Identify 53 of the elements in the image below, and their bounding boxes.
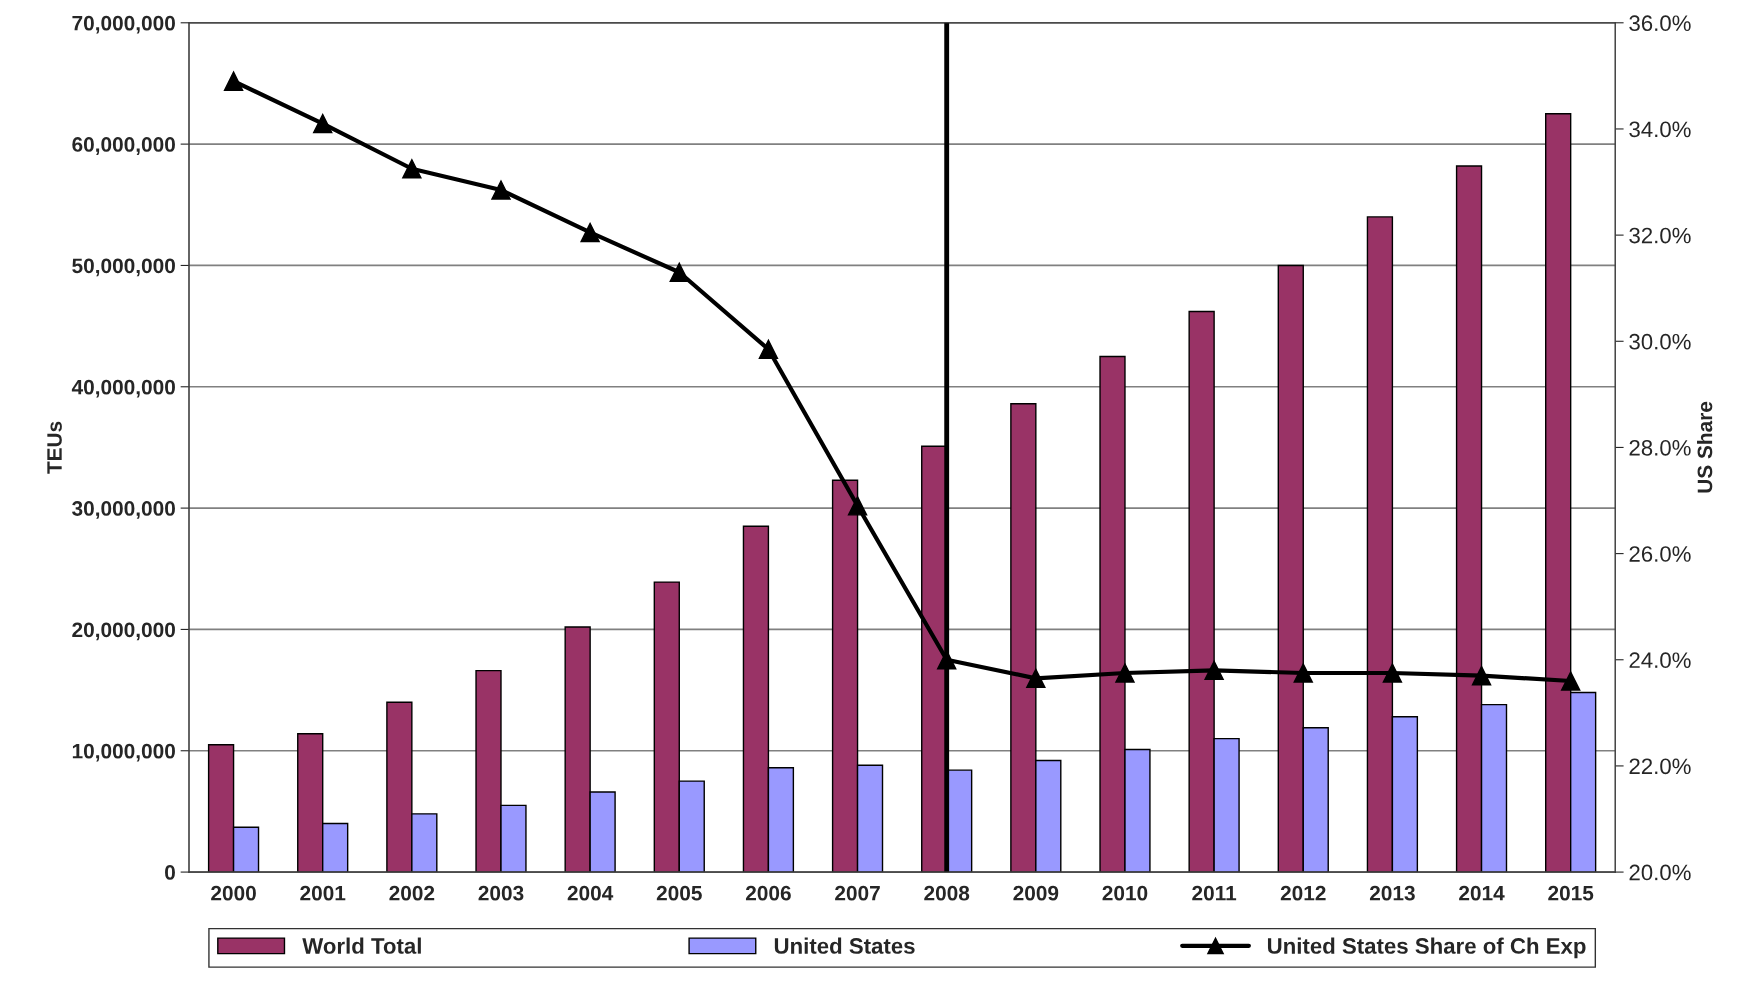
y-tick-label: 10,000,000 (72, 743, 175, 762)
y-tick-label: 70,000,000 (72, 15, 175, 34)
point (1026, 668, 1046, 689)
x-tick-label: 2003 (478, 885, 524, 901)
x-tick-label: 2006 (745, 885, 791, 901)
y2-tick-label: 34.0% (1629, 121, 1691, 138)
x-tick-label: 2007 (835, 885, 880, 901)
x-tick-label: 2001 (300, 885, 346, 901)
x-tick-label: 2014 (1459, 885, 1505, 901)
y2-tick-label: 22.0% (1629, 758, 1691, 775)
y2-tick-label: 20.0% (1629, 864, 1691, 881)
x-tick-label: 2002 (389, 885, 435, 901)
y-tick-label: 20,000,000 (72, 622, 175, 641)
point (669, 262, 689, 282)
y2-tick-label: 30.0% (1629, 333, 1691, 350)
y-tick-label: 60,000,000 (72, 137, 175, 155)
point (491, 180, 511, 200)
y-tick-label: 40,000,000 (71, 379, 175, 398)
point (1293, 663, 1313, 683)
x-tick-label: 2005 (656, 885, 702, 901)
point (580, 222, 600, 243)
legend-label: United States Share of Ch Exp (1267, 937, 1586, 959)
y2-tick-label: 36.0% (1629, 15, 1691, 32)
y-tick-label: 30,000,000 (72, 501, 175, 519)
point (223, 71, 244, 91)
point (1115, 663, 1135, 683)
y-tick-label: 0 (165, 865, 175, 880)
x-tick-label: 2004 (567, 885, 614, 901)
y-tick-label: 50,000,000 (72, 258, 175, 277)
legend-label: United States (774, 937, 915, 954)
legend-label: World Total (302, 937, 421, 954)
x-tick-label: 2010 (1102, 885, 1148, 901)
y2-tick-label: 32.0% (1629, 227, 1691, 244)
x-tick-label: 2008 (924, 885, 970, 901)
y-axis-title: TEUs (47, 421, 62, 474)
x-tick-label: 2000 (211, 885, 256, 901)
point (1204, 660, 1224, 681)
point (1471, 665, 1492, 686)
y2-tick-label: 26.0% (1629, 546, 1691, 562)
y2-tick-label: 24.0% (1629, 652, 1691, 669)
point (1560, 671, 1581, 691)
x-tick-label: 2012 (1280, 885, 1326, 901)
x-tick-label: 2013 (1369, 885, 1415, 901)
y2-tick-label: 28.0% (1629, 439, 1691, 456)
x-tick-label: 2011 (1192, 885, 1237, 901)
point (758, 339, 779, 359)
point (847, 496, 868, 516)
x-tick-label: 2009 (1013, 885, 1059, 901)
x-tick-label: 2015 (1548, 885, 1594, 901)
point (312, 113, 333, 134)
y2-axis-title: US Share (1697, 401, 1713, 493)
point (1382, 663, 1403, 683)
point (402, 159, 422, 179)
